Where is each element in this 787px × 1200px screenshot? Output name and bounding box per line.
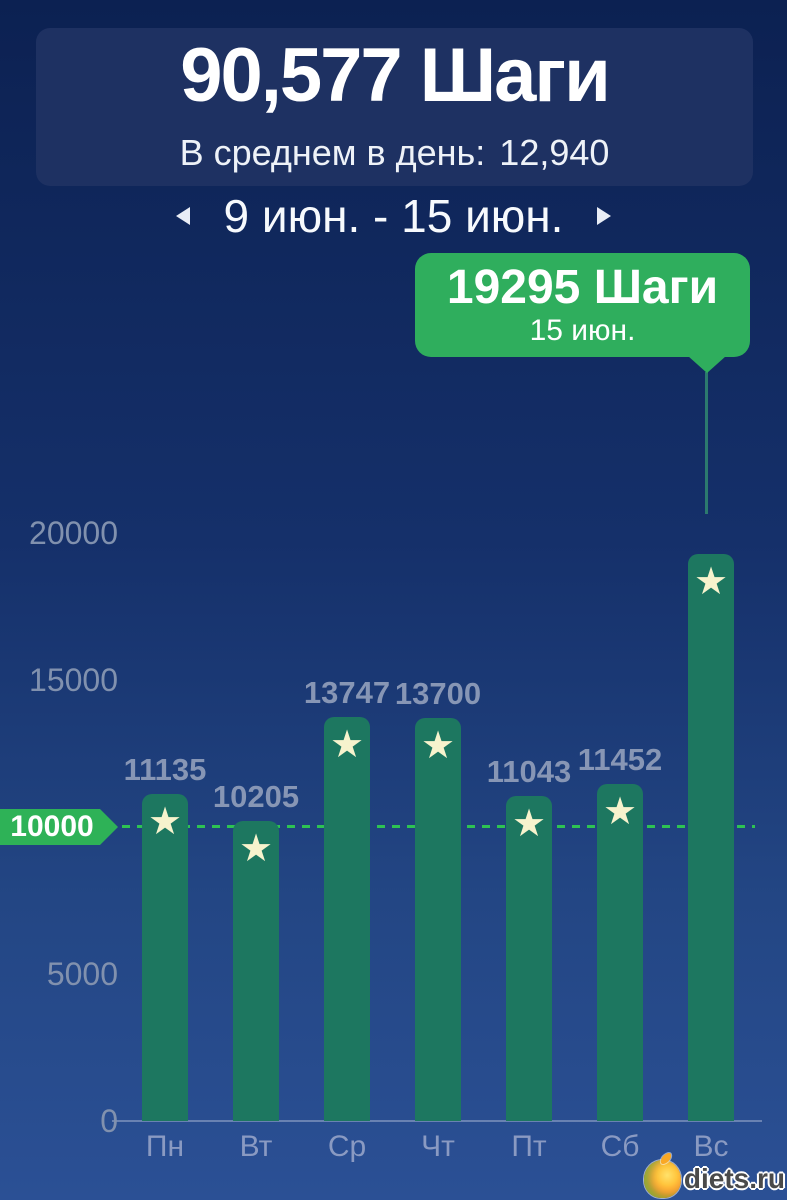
selected-day-tooltip: 19295 Шаги 15 июн. — [415, 253, 750, 373]
bar-value-label: 11135 — [123, 752, 207, 787]
bar-value-label: 11043 — [486, 754, 572, 789]
average-label: В среднем в день: — [179, 132, 486, 173]
prev-week-arrow-icon[interactable] — [175, 207, 190, 225]
summary-card: 90,577 Шаги В среднем в день: 12,940 — [36, 28, 753, 186]
y-axis-tick-20000: 20000 — [29, 515, 118, 551]
goal-star-icon: ★ — [602, 789, 638, 833]
tooltip-pointer — [688, 356, 726, 373]
week-navigation: 9 июн. - 15 июн. — [0, 190, 787, 242]
y-axis-tick-0: 0 — [100, 1103, 118, 1139]
y-axis-tick-5000: 5000 — [46, 956, 118, 992]
day-label-Пт: Пт — [511, 1130, 547, 1163]
day-label-Вс: Вс — [693, 1130, 729, 1163]
goal-star-icon: ★ — [147, 799, 183, 843]
bar-Вс[interactable] — [688, 554, 734, 1121]
goal-star-icon: ★ — [511, 801, 547, 845]
watermark: diets.ru — [643, 1160, 785, 1198]
goal-star-icon: ★ — [420, 723, 456, 767]
x-axis-baseline — [112, 1120, 762, 1122]
bar-Пт[interactable] — [506, 796, 552, 1121]
day-label-Чт: Чт — [421, 1130, 455, 1163]
tooltip-connector-line — [705, 372, 708, 514]
goal-badge: 10000 — [0, 809, 118, 845]
date-range-label: 9 июн. - 15 июн. — [223, 190, 564, 242]
bar-value-label: 13747 — [303, 675, 391, 710]
bar-Вт[interactable] — [233, 821, 279, 1121]
bar-Пн[interactable] — [142, 794, 188, 1121]
bar-value-label: 13700 — [394, 676, 482, 711]
next-week-arrow-icon[interactable] — [597, 207, 612, 225]
bar-value-label: 11452 — [577, 742, 663, 777]
tooltip-steps-value: 19295 Шаги — [446, 261, 719, 314]
average-value: 12,940 — [499, 132, 610, 173]
day-label-Пн: Пн — [145, 1130, 185, 1163]
total-steps-title: 90,577 Шаги — [180, 33, 611, 118]
bar-Ср[interactable] — [324, 717, 370, 1121]
goal-star-icon: ★ — [693, 559, 729, 603]
apple-logo-icon — [643, 1160, 681, 1198]
bar-value-label: 10205 — [212, 779, 300, 814]
bar-Сб[interactable] — [597, 784, 643, 1121]
goal-star-icon: ★ — [329, 722, 365, 766]
day-label-Вт: Вт — [239, 1130, 273, 1163]
bar-Чт[interactable] — [415, 718, 461, 1121]
day-label-Ср: Ср — [327, 1130, 367, 1163]
watermark-text: diets.ru — [683, 1163, 785, 1194]
goal-value-label: 10000 — [10, 810, 94, 843]
day-label-Сб: Сб — [600, 1130, 640, 1163]
y-axis-tick-15000: 15000 — [29, 662, 118, 698]
goal-star-icon: ★ — [238, 826, 274, 870]
tooltip-date: 15 июн. — [529, 314, 636, 347]
average-per-day: В среднем в день: 12,940 — [180, 132, 610, 174]
